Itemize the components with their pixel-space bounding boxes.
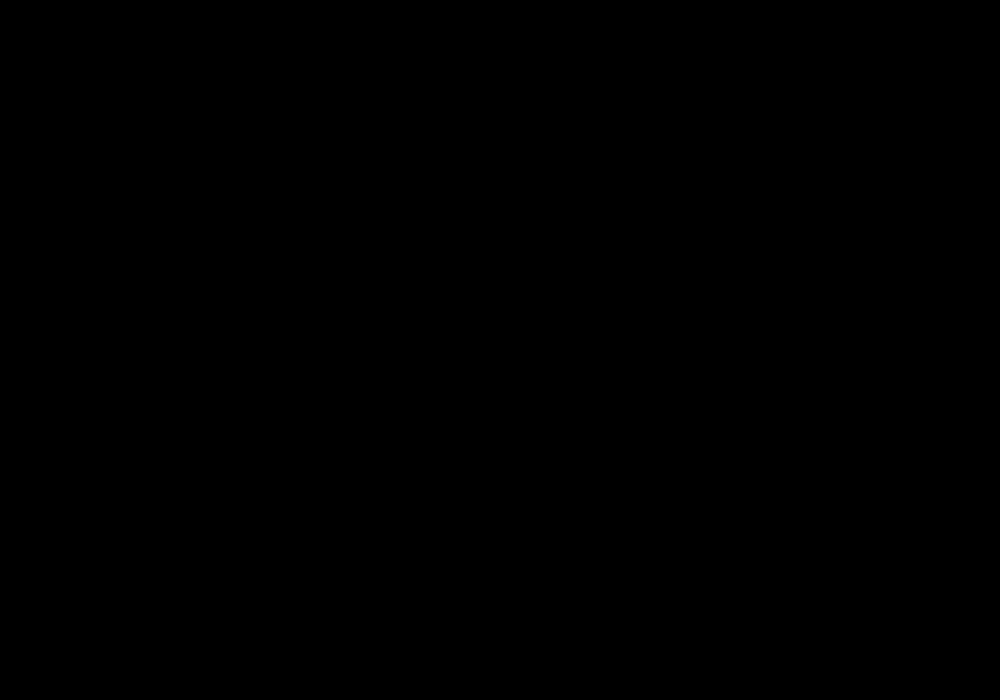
radar-chart-figure [0,0,1000,700]
radar-chart [0,0,1000,700]
